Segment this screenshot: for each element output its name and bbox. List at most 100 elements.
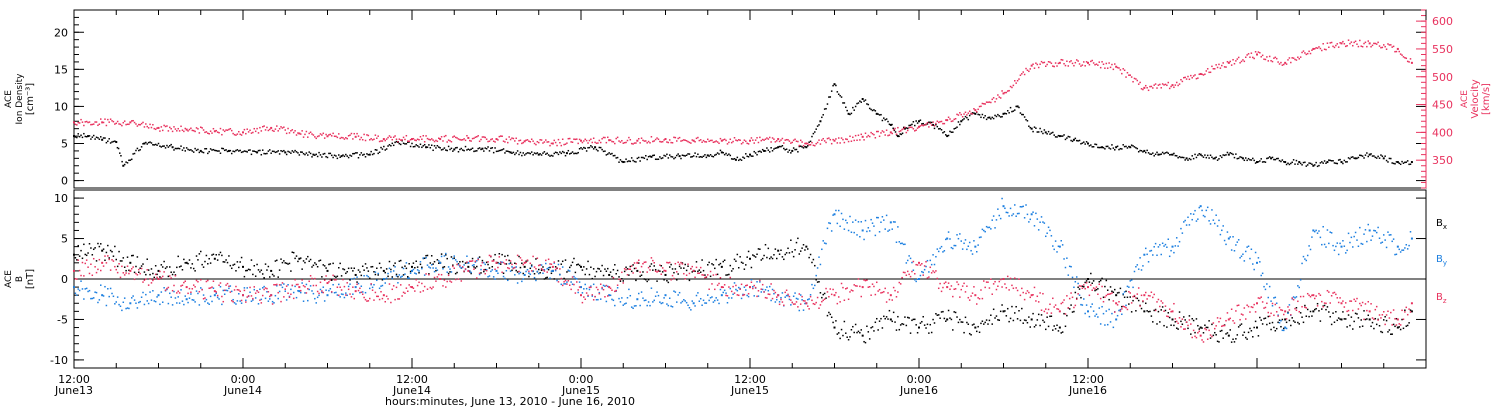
data-point-interp	[1380, 242, 1382, 244]
data-point	[326, 282, 329, 285]
data-point-interp	[1035, 324, 1037, 326]
data-point-interp	[1081, 64, 1084, 66]
data-point-interp	[1073, 310, 1075, 313]
data-point-interp	[871, 109, 874, 112]
data-point-interp	[1161, 302, 1164, 304]
data-point-interp	[590, 266, 592, 269]
data-point-interp	[719, 137, 722, 140]
data-point-interp	[263, 152, 265, 155]
data-point-interp	[232, 150, 234, 152]
data-point-interp	[1271, 305, 1274, 307]
data-point-interp	[1329, 302, 1331, 304]
data-point-interp	[1160, 87, 1162, 89]
data-point-interp	[990, 278, 992, 280]
data-point-interp	[291, 284, 294, 287]
data-point-interp	[399, 259, 402, 262]
data-point-interp	[132, 266, 134, 268]
data-point-interp	[304, 286, 306, 288]
data-point-interp	[1060, 58, 1062, 61]
data-point-interp	[1221, 229, 1223, 232]
data-point-interp	[543, 278, 546, 280]
data-point-interp	[1014, 109, 1016, 111]
data-point	[974, 112, 977, 115]
data-point-interp	[625, 268, 627, 271]
data-point-interp	[370, 137, 372, 140]
data-point-interp	[509, 138, 512, 141]
data-point-interp	[1009, 85, 1012, 88]
data-point-interp	[1367, 155, 1370, 158]
data-point-interp	[667, 304, 670, 307]
data-point-interp	[1250, 159, 1253, 161]
data-point-interp	[1339, 42, 1341, 44]
data-point-interp	[578, 148, 581, 150]
data-point-interp	[1212, 68, 1215, 70]
data-point-interp	[621, 160, 623, 163]
data-point-interp	[100, 136, 102, 138]
data-point-interp	[535, 143, 537, 146]
data-point-interp	[1152, 254, 1154, 256]
data-point-interp	[576, 278, 578, 280]
data-point-interp	[712, 274, 715, 276]
data-point-interp	[1250, 52, 1253, 54]
data-point-interp	[702, 139, 705, 142]
data-point-interp	[378, 298, 381, 301]
data-point-interp	[392, 285, 395, 287]
data-point-interp	[798, 293, 801, 295]
data-point-interp	[1249, 56, 1251, 58]
data-point-interp	[232, 298, 234, 301]
data-point-interp	[973, 112, 975, 114]
data-point-interp	[699, 266, 702, 269]
data-point-interp	[687, 153, 689, 155]
data-point-interp	[736, 289, 739, 292]
data-point-interp	[274, 151, 277, 154]
data-point-interp	[716, 299, 719, 301]
data-point-interp	[849, 336, 851, 338]
data-point-interp	[1308, 245, 1310, 247]
data-point-interp	[525, 261, 527, 264]
data-point	[889, 318, 892, 321]
data-point-interp	[1211, 65, 1213, 68]
data-point-interp	[1371, 155, 1374, 157]
data-point-interp	[871, 222, 874, 224]
data-point-interp	[1053, 134, 1055, 136]
data-point	[242, 265, 244, 268]
data-point-interp	[1206, 326, 1209, 329]
data-point	[73, 121, 75, 124]
data-point-interp	[945, 134, 947, 136]
data-point-interp	[1118, 309, 1120, 312]
data-point	[1115, 65, 1118, 68]
data-point-interp	[1330, 160, 1333, 162]
data-point-interp	[394, 298, 396, 301]
data-point-interp	[352, 286, 354, 288]
data-point-interp	[223, 130, 226, 133]
data-point-interp	[484, 147, 486, 149]
data-point-interp	[621, 271, 623, 274]
data-point-interp	[830, 230, 833, 232]
data-point-interp	[647, 278, 650, 281]
data-point-interp	[1159, 305, 1161, 308]
data-point-interp	[709, 297, 712, 299]
data-point-interp	[1140, 294, 1143, 297]
data-point-interp	[707, 264, 709, 266]
data-point	[946, 237, 949, 240]
x-tick-label-date: June16	[1068, 384, 1107, 397]
data-point-interp	[945, 320, 947, 322]
data-point-interp	[254, 292, 257, 294]
data-point-interp	[1337, 159, 1340, 161]
data-point-interp	[759, 281, 761, 283]
data-point-interp	[297, 290, 299, 292]
data-point-interp	[1373, 155, 1375, 157]
data-point-interp	[1097, 146, 1099, 149]
data-point-interp	[821, 116, 823, 119]
data-point-interp	[1019, 112, 1022, 114]
data-point-interp	[739, 288, 741, 290]
data-point-interp	[909, 332, 912, 334]
data-point-interp	[978, 298, 981, 300]
data-point-interp	[395, 286, 398, 289]
data-point-interp	[756, 253, 758, 256]
data-point-interp	[115, 122, 117, 125]
data-point-interp	[169, 275, 171, 277]
data-point-interp	[1014, 312, 1016, 314]
data-point-interp	[994, 317, 996, 319]
data-point-interp	[440, 255, 443, 258]
